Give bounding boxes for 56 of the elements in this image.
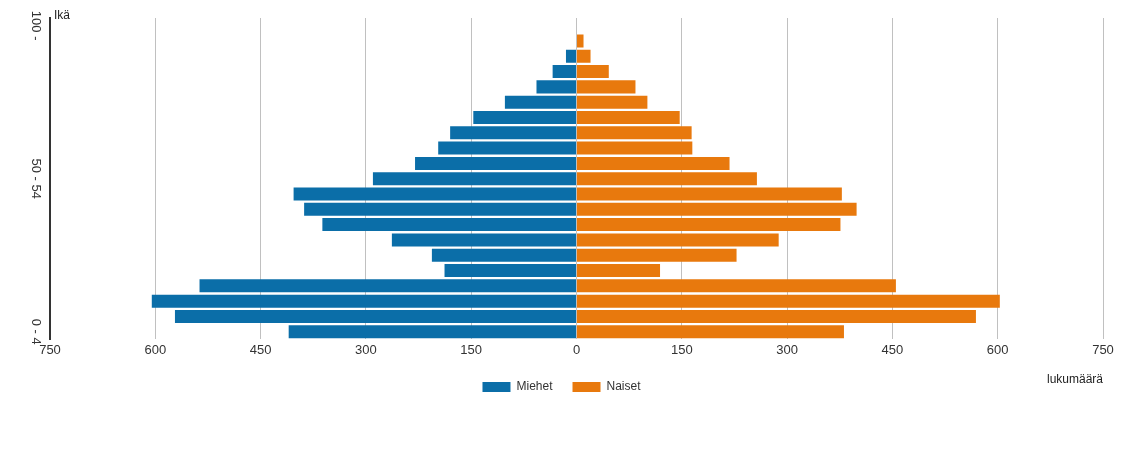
x-tick-label: 750	[1092, 341, 1114, 357]
bar	[450, 126, 576, 140]
bar	[322, 218, 576, 232]
bar	[577, 34, 584, 48]
bar	[438, 141, 576, 155]
x-tick-label: 600	[986, 341, 1009, 357]
bar	[174, 309, 576, 323]
y-tick-label: 50 - 54	[29, 158, 45, 199]
bar	[577, 141, 693, 155]
y-axis-title: Ikä	[54, 8, 71, 23]
bar	[577, 156, 730, 170]
x-tick-label: 300	[776, 341, 798, 357]
bar	[577, 95, 648, 109]
y-tick-label: 0 - 4	[29, 318, 45, 345]
x-tick-label: 300	[355, 341, 377, 357]
bar	[504, 95, 576, 109]
bar	[288, 325, 576, 339]
bar	[577, 65, 609, 79]
bar	[577, 202, 857, 216]
legend-label: Miehet	[516, 379, 554, 394]
x-axis-title: lukumäärä	[1046, 371, 1104, 386]
bar	[577, 49, 591, 63]
bar	[304, 202, 576, 216]
bar	[577, 218, 841, 232]
bar	[372, 172, 576, 186]
x-tick-label: 150	[460, 341, 483, 357]
bar	[577, 325, 844, 339]
bar	[577, 309, 976, 323]
x-tick-label: 0	[572, 341, 581, 357]
bar	[577, 80, 636, 94]
legend-label: Naiset	[606, 379, 642, 394]
x-tick-label: 450	[881, 341, 904, 357]
bar	[391, 233, 576, 247]
bar	[415, 156, 576, 170]
bar	[293, 187, 576, 201]
bar	[577, 279, 896, 293]
bar	[431, 248, 576, 262]
x-tick-label: 150	[670, 341, 693, 357]
bar	[552, 65, 576, 79]
bar	[577, 187, 842, 201]
bar	[577, 294, 1000, 308]
bar	[151, 294, 576, 308]
bar	[444, 264, 576, 278]
bar	[577, 110, 680, 124]
bar	[199, 279, 576, 293]
bar	[577, 126, 692, 140]
bar	[473, 110, 576, 124]
bar	[577, 248, 737, 262]
x-tick-label: 450	[249, 341, 272, 357]
bar	[565, 49, 576, 63]
y-tick-label: 100 -	[29, 10, 45, 41]
bar	[577, 233, 779, 247]
x-tick-label: 600	[144, 341, 167, 357]
bar	[536, 80, 576, 94]
bar	[577, 172, 757, 186]
bar	[577, 264, 661, 278]
